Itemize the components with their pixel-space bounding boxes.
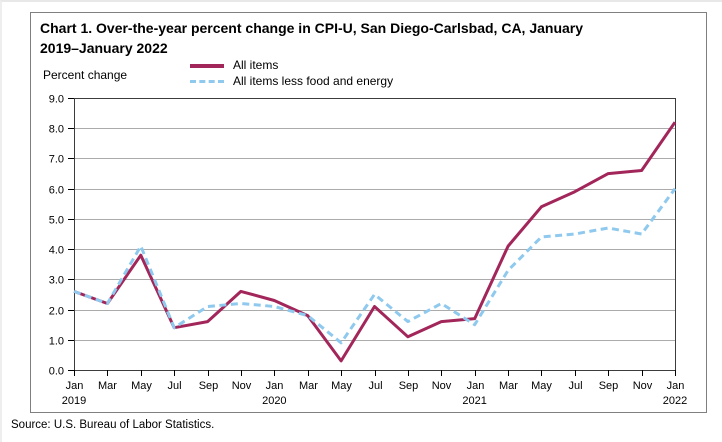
chart-frame bbox=[30, 12, 707, 413]
legend-item-core: All items less food and energy bbox=[190, 74, 393, 89]
x-tick-label: May bbox=[331, 380, 352, 392]
x-tick-label: Sep bbox=[399, 380, 419, 392]
x-year-label: 2022 bbox=[663, 395, 687, 407]
x-tick-label: Jul bbox=[368, 380, 382, 392]
x-year-label: 2020 bbox=[262, 395, 286, 407]
x-tick-label: Nov bbox=[232, 380, 252, 392]
legend-label: All items bbox=[233, 58, 279, 72]
x-tick-label: Sep bbox=[199, 380, 219, 392]
x-tick-label: May bbox=[531, 380, 552, 392]
x-tick-label: Jan bbox=[467, 380, 485, 392]
chart-title: Chart 1. Over-the-year percent change in… bbox=[40, 18, 695, 58]
y-tick-label: 4.0 bbox=[49, 245, 64, 257]
all-items-line-swatch bbox=[190, 63, 224, 68]
x-year-label: 2019 bbox=[62, 395, 86, 407]
x-tick-label: Jul bbox=[568, 380, 582, 392]
x-tick-label: Jan bbox=[667, 380, 685, 392]
y-axis-title: Percent change bbox=[43, 68, 128, 82]
x-tick-label: Jan bbox=[266, 380, 284, 392]
core-line-swatch bbox=[190, 80, 224, 83]
chart-title-line2: 2019–January 2022 bbox=[40, 40, 168, 56]
x-year-label: 2021 bbox=[462, 395, 486, 407]
legend-label: All items less food and energy bbox=[233, 74, 394, 88]
source-note: Source: U.S. Bureau of Labor Statistics. bbox=[11, 419, 215, 431]
plot-border bbox=[74, 98, 676, 371]
chart-legend: All items All items less food and energy bbox=[190, 58, 393, 89]
x-tick-label: Sep bbox=[599, 380, 619, 392]
x-tick-label: Mar bbox=[299, 380, 318, 392]
series-core bbox=[73, 187, 677, 345]
y-tick-label: 1.0 bbox=[49, 336, 64, 348]
y-tick-label: 8.0 bbox=[49, 124, 64, 136]
x-tick-label: Mar bbox=[499, 380, 518, 392]
y-tick-label: 7.0 bbox=[49, 154, 64, 166]
y-tick-label: 6.0 bbox=[49, 185, 64, 197]
y-tick-label: 3.0 bbox=[49, 275, 64, 287]
x-tick-label: May bbox=[131, 380, 152, 392]
x-tick-label: Nov bbox=[432, 380, 452, 392]
y-tick-label: 0.0 bbox=[49, 366, 64, 378]
x-tick-label: Jul bbox=[167, 380, 181, 392]
legend-item-all-items: All items bbox=[190, 58, 393, 73]
x-tick-label: Jan bbox=[66, 380, 84, 392]
chart-title-line1: Chart 1. Over-the-year percent change in… bbox=[40, 20, 584, 36]
y-tick-label: 2.0 bbox=[49, 306, 64, 318]
x-tick-label: Nov bbox=[633, 380, 653, 392]
y-tick-label: 5.0 bbox=[49, 215, 64, 227]
y-tick-label: 9.0 bbox=[49, 94, 64, 106]
x-tick-label: Mar bbox=[98, 380, 117, 392]
